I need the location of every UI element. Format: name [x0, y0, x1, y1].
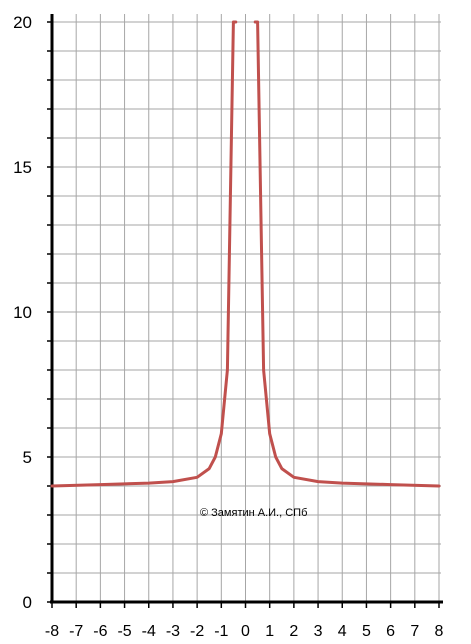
x-tick-label: -7 — [69, 623, 83, 640]
y-tick-label: 5 — [23, 448, 32, 467]
grid — [51, 14, 441, 603]
x-tick-label: 3 — [314, 623, 323, 640]
x-tick-label: -3 — [166, 623, 180, 640]
x-tick-label: -2 — [190, 623, 204, 640]
y-tick-label: 10 — [13, 303, 32, 322]
x-tick-label: -8 — [45, 623, 59, 640]
x-tick-label: -5 — [117, 623, 131, 640]
series-group — [50, 20, 441, 488]
x-tick-label: 6 — [386, 623, 395, 640]
axes — [50, 14, 443, 604]
x-tick-label: 2 — [289, 623, 298, 640]
x-tick-label: 0 — [241, 623, 250, 640]
x-tick-label: 1 — [265, 623, 274, 640]
y-tick-label: 0 — [23, 593, 32, 612]
y-tick-label: 20 — [13, 13, 32, 32]
x-tick-label: -4 — [142, 623, 156, 640]
x-tick-label: -1 — [214, 623, 228, 640]
y-tick-label: 15 — [13, 158, 32, 177]
x-tick-label: 5 — [362, 623, 371, 640]
copyright-annotation: © Замятин А.И., СПб — [200, 507, 307, 519]
x-tick-label: 7 — [410, 623, 419, 640]
x-tick-label: 8 — [435, 623, 444, 640]
y-tick-labels: 0 5 10 15 20 — [13, 13, 52, 612]
x-tick-labels: -8 -7 -6 -5 -4 -3 -2 -1 0 1 2 3 4 5 6 7 8 — [45, 602, 444, 640]
x-tick-label: 4 — [338, 623, 347, 640]
series-line-1 — [50, 20, 238, 488]
x-tick-label: -6 — [93, 623, 107, 640]
series-line-2 — [253, 20, 441, 488]
